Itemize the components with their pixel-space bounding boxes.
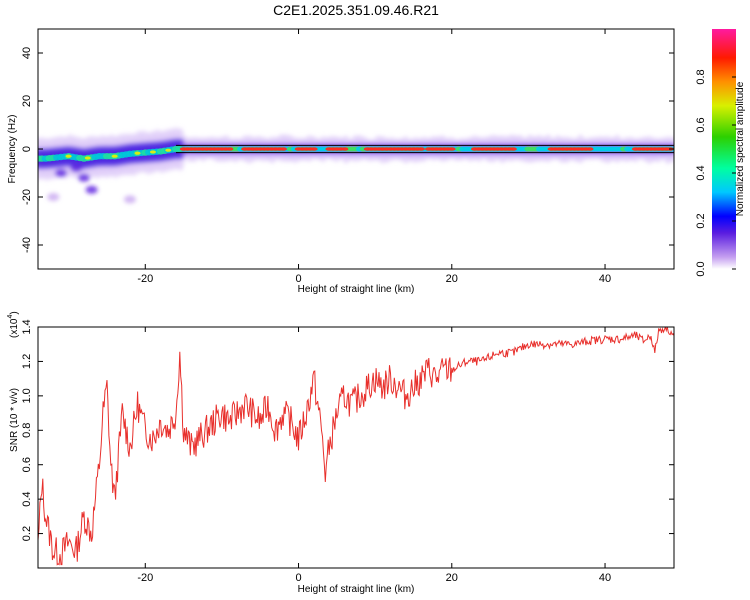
snr-scale-text: (x10 [9,318,20,338]
heat-blob [85,185,98,194]
y-tick-label: 1.2 [21,354,33,369]
colorbar-tick-label: 0.6 [695,117,707,132]
spectrogram-heatmap [38,126,674,204]
heat-yellow-cell [111,154,118,158]
y-tick-label: 0 [21,146,33,152]
heat-yellow-cell [134,151,141,155]
snr-panel: -20 0 20 40 1.4 1.2 1.0 0.8 0.6 0.4 0.2 Height of… [7,311,675,595]
x-tick-label: 0 [295,572,301,584]
colorbar-tick-label: 0.4 [695,165,707,180]
colorbar-tick-label: 0.2 [695,213,707,228]
heat-blob [47,193,60,201]
snr-scale-paren: ) [9,311,20,314]
heat-hot-cell [417,147,425,151]
spectrogram-x-label: Height of straight line (km) [298,284,415,295]
snr-x-label: Height of straight line (km) [298,584,415,595]
heat-yellow-cell [165,148,172,152]
figure-title: C2E1.2025.351.09.46.R21 [273,2,439,18]
snr-scale-exponent: 4 [7,315,14,319]
y-tick-label: 1.4 [21,319,33,334]
y-tick-label: 0.8 [21,423,33,438]
x-tick-label: -20 [137,572,153,584]
x-tick-label: -20 [137,273,153,285]
y-tick-label: 0.6 [21,457,33,472]
heat-blob [54,169,67,177]
heat-hot-cell [225,147,234,151]
colorbar-label: Normalized spectral amplitude [735,81,746,216]
heat-hot-cell [310,147,318,151]
y-tick-label: -40 [21,237,33,253]
x-tick-label: 20 [446,273,458,285]
x-tick-label: 40 [599,273,611,285]
x-tick-label: 0 [295,273,301,285]
heat-yellow-cell [84,156,91,160]
ridge-guides [175,144,674,154]
spectrogram-x-ticks: -20 0 20 40 [137,29,611,285]
heat-yellow-cell [65,154,72,158]
heat-hot-cell [447,147,456,151]
y-tick-label: 1.0 [21,388,33,403]
colorbar-tick-label: 0.0 [695,261,707,276]
heat-hot-cell [279,147,288,151]
snr-series-line [38,327,674,566]
y-tick-label: -20 [21,189,33,205]
snr-frame [37,326,675,569]
heat-blob [123,195,136,204]
spectrogram-y-ticks: 40 20 0 -20 -40 [21,47,674,253]
heat-blob [77,173,90,182]
colorbar-tick-label: 0.8 [695,69,707,84]
snr-y-label: SNR (10 * v/v) [9,388,20,452]
snr-y-ticks: 1.4 1.2 1.0 0.8 0.6 0.4 0.2 [21,319,674,541]
colorbar-gradient [712,29,736,269]
heat-hot-cell [585,147,594,151]
snr-scale-label: (x104) [7,311,20,338]
y-tick-label: 40 [21,47,33,59]
y-tick-label: 0.4 [21,491,33,506]
spectrogram-y-label: Frequency (Hz) [7,115,18,184]
heatmap-core [38,145,674,162]
colorbar-ticks: 0.0 0.2 0.4 0.6 0.8 [695,69,736,277]
colorbar: 0.0 0.2 0.4 0.6 0.8 Normalized spectral ampl… [695,29,746,277]
snr-x-ticks: -20 0 20 40 [137,327,611,584]
spectrogram-panel: -20 0 20 40 40 20 0 -20 -40 Height of straight … [7,28,675,295]
x-tick-label: 20 [446,572,458,584]
heat-yellow-cell [149,150,156,154]
x-tick-label: 40 [599,572,611,584]
y-tick-label: 20 [21,95,33,107]
heat-hot-cell [509,147,517,151]
y-tick-label: 0.2 [21,526,33,541]
svg-text:(x104): (x104) [7,311,20,338]
heat-blob [70,164,83,173]
snr-plot-area [38,327,674,568]
heat-hot-cell [340,147,349,151]
